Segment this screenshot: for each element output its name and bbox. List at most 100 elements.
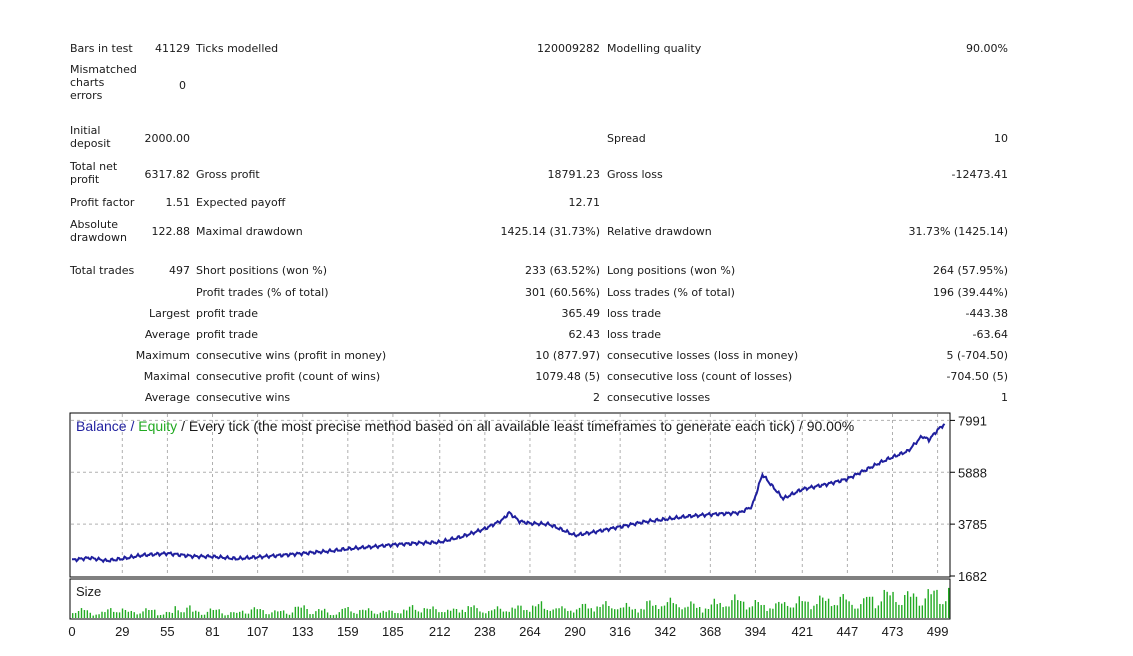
size-bar <box>177 610 179 618</box>
size-bar <box>447 609 449 618</box>
size-bar <box>253 607 256 618</box>
size-bar <box>572 612 575 618</box>
size-bar <box>602 604 604 618</box>
size-bar <box>89 612 91 618</box>
size-bar <box>660 606 663 618</box>
size-bar <box>687 606 689 618</box>
size-bar <box>584 603 587 618</box>
max-consecutive-wins-label: consecutive wins (profit in money) <box>196 349 387 362</box>
profit-factor-value: 1.51 <box>165 196 191 209</box>
size-bar <box>420 612 423 618</box>
size-bar <box>297 606 299 618</box>
size-bar <box>786 605 789 618</box>
x-tick-label: 447 <box>837 624 859 639</box>
size-bar <box>619 607 622 618</box>
size-bar <box>197 611 200 618</box>
balance-line <box>72 423 946 564</box>
size-bar <box>215 609 217 618</box>
average-label: Average <box>144 328 190 341</box>
size-bar <box>247 613 250 618</box>
ticks-label: Ticks modelled <box>196 42 279 55</box>
size-bar <box>435 609 437 618</box>
size-bar <box>341 608 343 618</box>
spread-label: Spread <box>607 132 646 145</box>
short-positions-value: 233 (63.52%) <box>524 264 600 277</box>
size-bar <box>233 612 235 618</box>
mismatch-value: 0 <box>179 79 186 92</box>
size-bar <box>133 612 135 618</box>
largest-loss-value: -443.38 <box>965 307 1008 320</box>
size-bar <box>171 612 174 618</box>
size-bar <box>819 595 821 618</box>
size-bar <box>323 608 326 618</box>
expected-payoff-label: Expected payoff <box>196 196 286 209</box>
size-bar <box>370 610 373 618</box>
size-bar <box>657 609 660 618</box>
average2-label: Average <box>144 391 190 404</box>
profit-factor-label: Profit factor <box>70 196 135 209</box>
x-tick-label: 342 <box>654 624 676 639</box>
total-trades-value: 497 <box>169 264 190 277</box>
loss-trades-value: 196 (39.44%) <box>932 286 1008 299</box>
size-bar <box>367 608 370 618</box>
size-bar <box>329 615 332 618</box>
y-axis: 7991 5888 3785 1682 <box>950 413 987 584</box>
avg-consecutive-wins-value: 2 <box>593 391 600 404</box>
size-bar <box>417 611 420 618</box>
size-bar <box>555 608 557 618</box>
size-bar <box>344 608 346 618</box>
size-bar <box>546 610 549 618</box>
size-bar <box>490 610 493 618</box>
size-bar <box>901 605 903 618</box>
size-bar <box>271 612 273 618</box>
size-bar <box>540 601 543 618</box>
size-bar <box>824 600 827 618</box>
size-bar <box>268 614 270 618</box>
largest-label: Largest <box>149 307 190 320</box>
size-bar <box>942 604 944 618</box>
size-bar <box>130 610 132 618</box>
size-bar <box>801 601 803 618</box>
size-bar <box>830 606 833 618</box>
size-bar <box>622 607 625 618</box>
size-bar <box>833 604 836 618</box>
size-bar <box>704 608 707 618</box>
size-bar <box>895 602 897 618</box>
loss-trades-label: Loss trades (% of total) <box>607 286 735 299</box>
absolute-drawdown-label: Absolute drawdown <box>70 218 127 244</box>
size-bar <box>575 609 578 618</box>
size-bar <box>558 608 560 618</box>
size-bar <box>599 606 601 618</box>
size-bar <box>751 606 754 618</box>
size-bar <box>918 605 921 618</box>
size-bar <box>827 598 830 618</box>
x-tick-label: 81 <box>205 624 219 639</box>
size-bar <box>637 612 639 618</box>
size-bar <box>206 611 209 618</box>
size-bar <box>359 610 361 618</box>
size-bar <box>842 594 844 618</box>
size-bar <box>250 609 253 618</box>
size-bar <box>701 612 704 618</box>
size-bar <box>444 612 446 618</box>
bars-label: Bars in test <box>70 42 133 55</box>
x-tick-label: 316 <box>609 624 631 639</box>
size-bar <box>845 599 847 618</box>
size-bar <box>110 608 112 618</box>
size-bar <box>332 615 335 618</box>
size-bar <box>728 606 730 618</box>
size-bar <box>142 611 144 618</box>
total-trades-label: Total trades <box>70 264 135 277</box>
size-bar <box>482 612 484 618</box>
y-tick-label: 5888 <box>958 465 987 480</box>
size-bar <box>681 609 683 618</box>
size-bar <box>616 609 619 618</box>
size-bar <box>684 607 686 618</box>
size-bar <box>101 611 103 618</box>
max-consecutive-losses-value: 5 (-704.50) <box>946 349 1008 362</box>
size-bar <box>136 614 138 618</box>
size-bar <box>438 612 440 618</box>
deposit-value: 2000.00 <box>144 132 191 145</box>
size-bar <box>578 607 581 618</box>
size-bar <box>860 604 862 618</box>
